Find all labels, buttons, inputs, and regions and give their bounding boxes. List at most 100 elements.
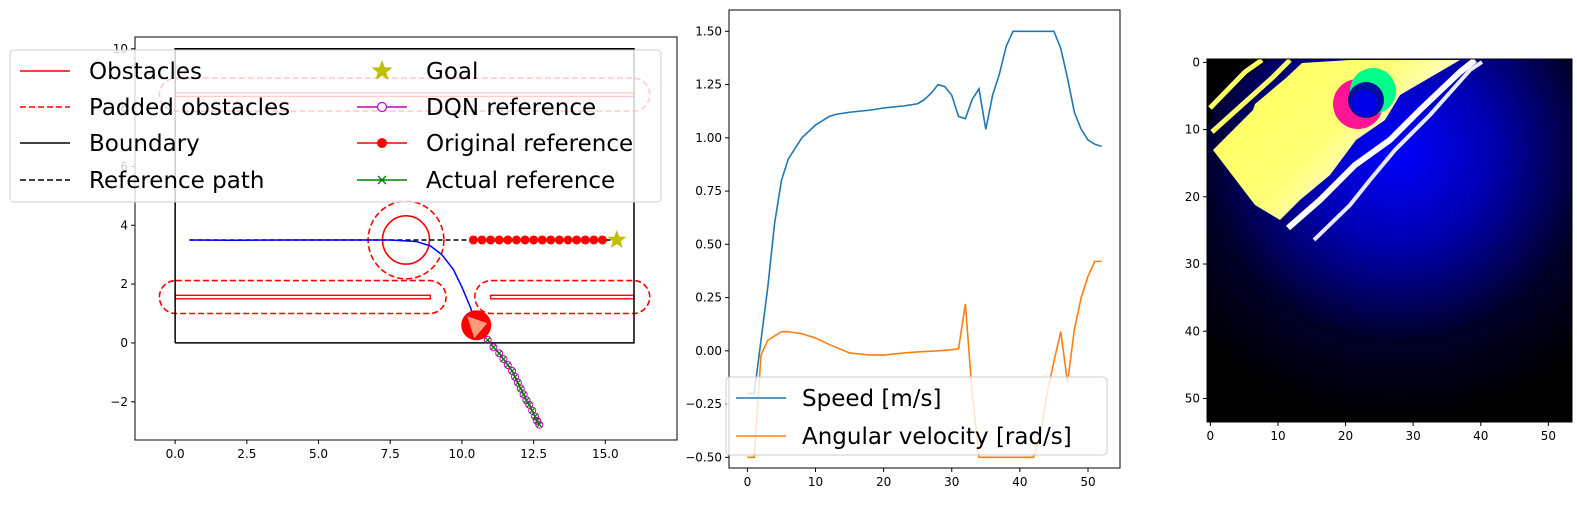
y-tick-label: −0.50 (685, 450, 722, 464)
actual-reference-point (500, 356, 507, 363)
original-reference-point (597, 235, 607, 245)
y-tick-label: 0.00 (695, 344, 722, 358)
y-tick-label: 20 (1185, 190, 1200, 204)
legend-label: DQN reference (426, 95, 596, 121)
image-wall-segment-2 (1210, 58, 1292, 134)
dqn-reference-point (522, 396, 531, 405)
actual-reference-point (536, 421, 543, 428)
map-axes-frame (134, 36, 678, 441)
legend-label: Padded obstacles (89, 95, 290, 121)
dqn-reference-point (499, 355, 508, 364)
x-tick-label: 10.0 (449, 447, 476, 461)
original-reference-point (537, 235, 547, 245)
image-axes-frame (1206, 58, 1573, 423)
actual-reference-point (484, 337, 491, 343)
x-tick-label: 0.0 (166, 447, 185, 461)
image-wall-segment-1 (1208, 57, 1264, 110)
x-tick-label: 0 (744, 475, 752, 489)
actual-reference-point (520, 391, 527, 398)
image-free-space (1213, 60, 1460, 220)
y-tick-label: 40 (1185, 324, 1200, 338)
actual-reference-point (532, 413, 538, 420)
y-tick-label: 10 (1185, 123, 1200, 137)
legend-label: Speed [m/s] (802, 386, 942, 412)
controls-panel: 0 10 20 30 40 50 −0.50 −0.25 0.00 0.25 0.50 0.75 1.0… (685, 9, 1121, 489)
original-reference-point (468, 235, 478, 245)
actual-reference-point (509, 367, 516, 374)
legend-handle-marker (377, 138, 387, 148)
actual-reference-point (534, 417, 540, 424)
x-tick-label: 12.5 (520, 447, 547, 461)
x-tick-label: 10 (1270, 429, 1285, 443)
actual-reference-point (490, 344, 497, 351)
original-reference-point (477, 235, 487, 245)
actual-reference-point (496, 350, 503, 357)
x-tick-label: 2.5 (237, 447, 256, 461)
y-tick-label: 0.25 (695, 291, 722, 305)
y-tick-label: 1.50 (695, 24, 722, 38)
actual-reference-point (529, 407, 536, 414)
y-tick-label: 30 (1185, 257, 1200, 271)
legend-label: Original reference (426, 131, 633, 157)
map-panel: 0.02.55.07.510.012.515.0−20246810 Obstac… (9, 36, 678, 461)
x-tick-label: 30 (944, 475, 959, 489)
y-tick-label: 0 (1192, 55, 1200, 69)
x-tick-label: 20 (876, 475, 891, 489)
original-reference-point (486, 235, 496, 245)
actual-reference-point (512, 373, 518, 380)
original-reference-point (520, 235, 530, 245)
y-tick-label: 2 (120, 277, 128, 291)
x-tick-label: 10 (808, 475, 823, 489)
actual-reference-point (504, 362, 511, 368)
original-reference-point (572, 235, 582, 245)
image-vehicle-marker (1352, 90, 1378, 116)
obstacle-rect (489, 294, 635, 300)
x-tick-label: 50 (1080, 475, 1095, 489)
series-line-0 (747, 30, 1102, 395)
legend-handle-marker (377, 175, 387, 185)
original-reference-point (546, 235, 556, 245)
legend-label: Goal (426, 59, 478, 85)
original-reference-point (554, 235, 564, 245)
original-reference-point (563, 235, 573, 245)
original-reference-point (511, 235, 521, 245)
x-tick-label: 7.5 (381, 447, 400, 461)
y-tick-label: 4 (120, 218, 128, 232)
legend-frame (725, 376, 1108, 456)
controls-axes-frame (728, 9, 1121, 469)
x-tick-label: 50 (1541, 429, 1556, 443)
image-wall-segment-4 (1312, 60, 1484, 242)
x-tick-label: 20 (1338, 429, 1353, 443)
actual-reference-point (526, 401, 533, 408)
y-tick-label: 0.75 (695, 184, 722, 198)
image-wall-segment-3 (1286, 57, 1477, 231)
controls-legend: Speed [m/s] Angular velocity [rad/s] (725, 376, 1108, 456)
original-reference-point (494, 235, 504, 245)
dqn-reference-point (489, 343, 498, 352)
dqn-reference-point (483, 335, 492, 344)
actual-reference-point (523, 397, 530, 404)
y-tick-label: −2 (110, 395, 128, 409)
x-tick-label: 15.0 (592, 447, 619, 461)
dqn-reference-point (533, 416, 542, 425)
padded-obstacle-rect (474, 279, 651, 315)
dqn-reference-point (535, 420, 544, 429)
goal-star (607, 229, 627, 249)
dqn-reference-point (531, 412, 540, 421)
obstacle-rect (174, 294, 432, 300)
y-tick-label: −0.25 (685, 397, 722, 411)
legend-label: Angular velocity [rad/s] (802, 424, 1072, 450)
x-tick-label: 5.0 (309, 447, 328, 461)
legend-frame (9, 49, 662, 203)
series-line-1 (747, 260, 1102, 459)
padded-obstacle-rect (158, 279, 447, 315)
legend-label: Actual reference (426, 168, 615, 194)
y-tick-label: 1.25 (695, 78, 722, 92)
legend-handle-marker (376, 101, 388, 113)
y-tick-label: 1.00 (695, 131, 722, 145)
original-reference-point (503, 235, 513, 245)
x-tick-label: 30 (1406, 429, 1421, 443)
map-legend: Obstacles Padded obstacles Boundary Referen… (9, 49, 662, 203)
y-tick-label: 0.50 (695, 237, 722, 251)
